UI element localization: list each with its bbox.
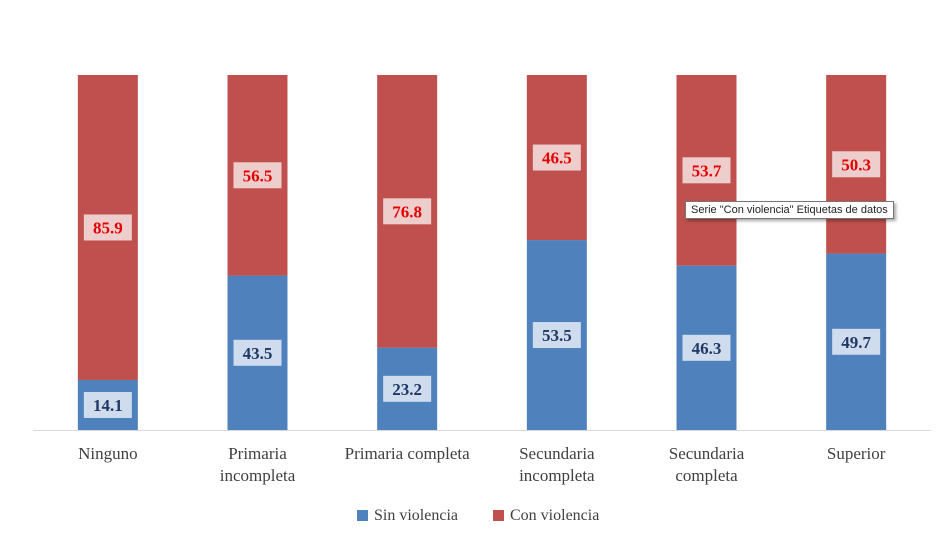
- category-label: Ninguno: [78, 444, 138, 463]
- data-label-background: [233, 162, 282, 189]
- data-label: 50.3: [841, 155, 871, 174]
- legend-label: Con violencia: [510, 507, 599, 524]
- category-label: completa: [675, 466, 738, 485]
- data-label: 76.8: [392, 202, 422, 221]
- data-label-background: [832, 151, 881, 178]
- category-label: Secundaria: [669, 444, 745, 463]
- category-label: Secundaria: [519, 444, 595, 463]
- legend-swatch-con-violencia: [493, 510, 504, 521]
- data-label-background: [682, 334, 731, 361]
- data-label-background: [83, 391, 132, 418]
- data-label-background: [532, 322, 581, 349]
- legend-swatch-sin-violencia: [357, 510, 368, 521]
- data-label-background: [233, 339, 282, 366]
- data-label: 23.2: [392, 380, 422, 399]
- data-labels-tooltip: Serie "Con violencia" Etiquetas de datos: [685, 201, 894, 219]
- data-label-background: [383, 198, 432, 225]
- data-label-background: [532, 144, 581, 171]
- data-label: 46.5: [542, 149, 572, 168]
- data-label-background: [682, 157, 731, 184]
- category-label: incompleta: [220, 466, 296, 485]
- data-label: 46.3: [692, 339, 722, 358]
- data-label: 53.5: [542, 326, 572, 345]
- data-label-background: [832, 328, 881, 355]
- category-label: Superior: [827, 444, 886, 463]
- data-label: 53.7: [692, 161, 722, 180]
- data-label: 14.1: [93, 396, 123, 415]
- category-label: incompleta: [519, 466, 595, 485]
- category-label: Primaria: [228, 444, 287, 463]
- data-label: 56.5: [243, 166, 273, 185]
- data-label-background: [83, 214, 132, 241]
- category-label: Primaria completa: [345, 444, 471, 463]
- data-label: 85.9: [93, 218, 123, 237]
- data-label-background: [383, 375, 432, 402]
- legend-label: Sin violencia: [374, 507, 458, 524]
- data-label: 43.5: [243, 344, 273, 363]
- data-label: 49.7: [841, 333, 871, 352]
